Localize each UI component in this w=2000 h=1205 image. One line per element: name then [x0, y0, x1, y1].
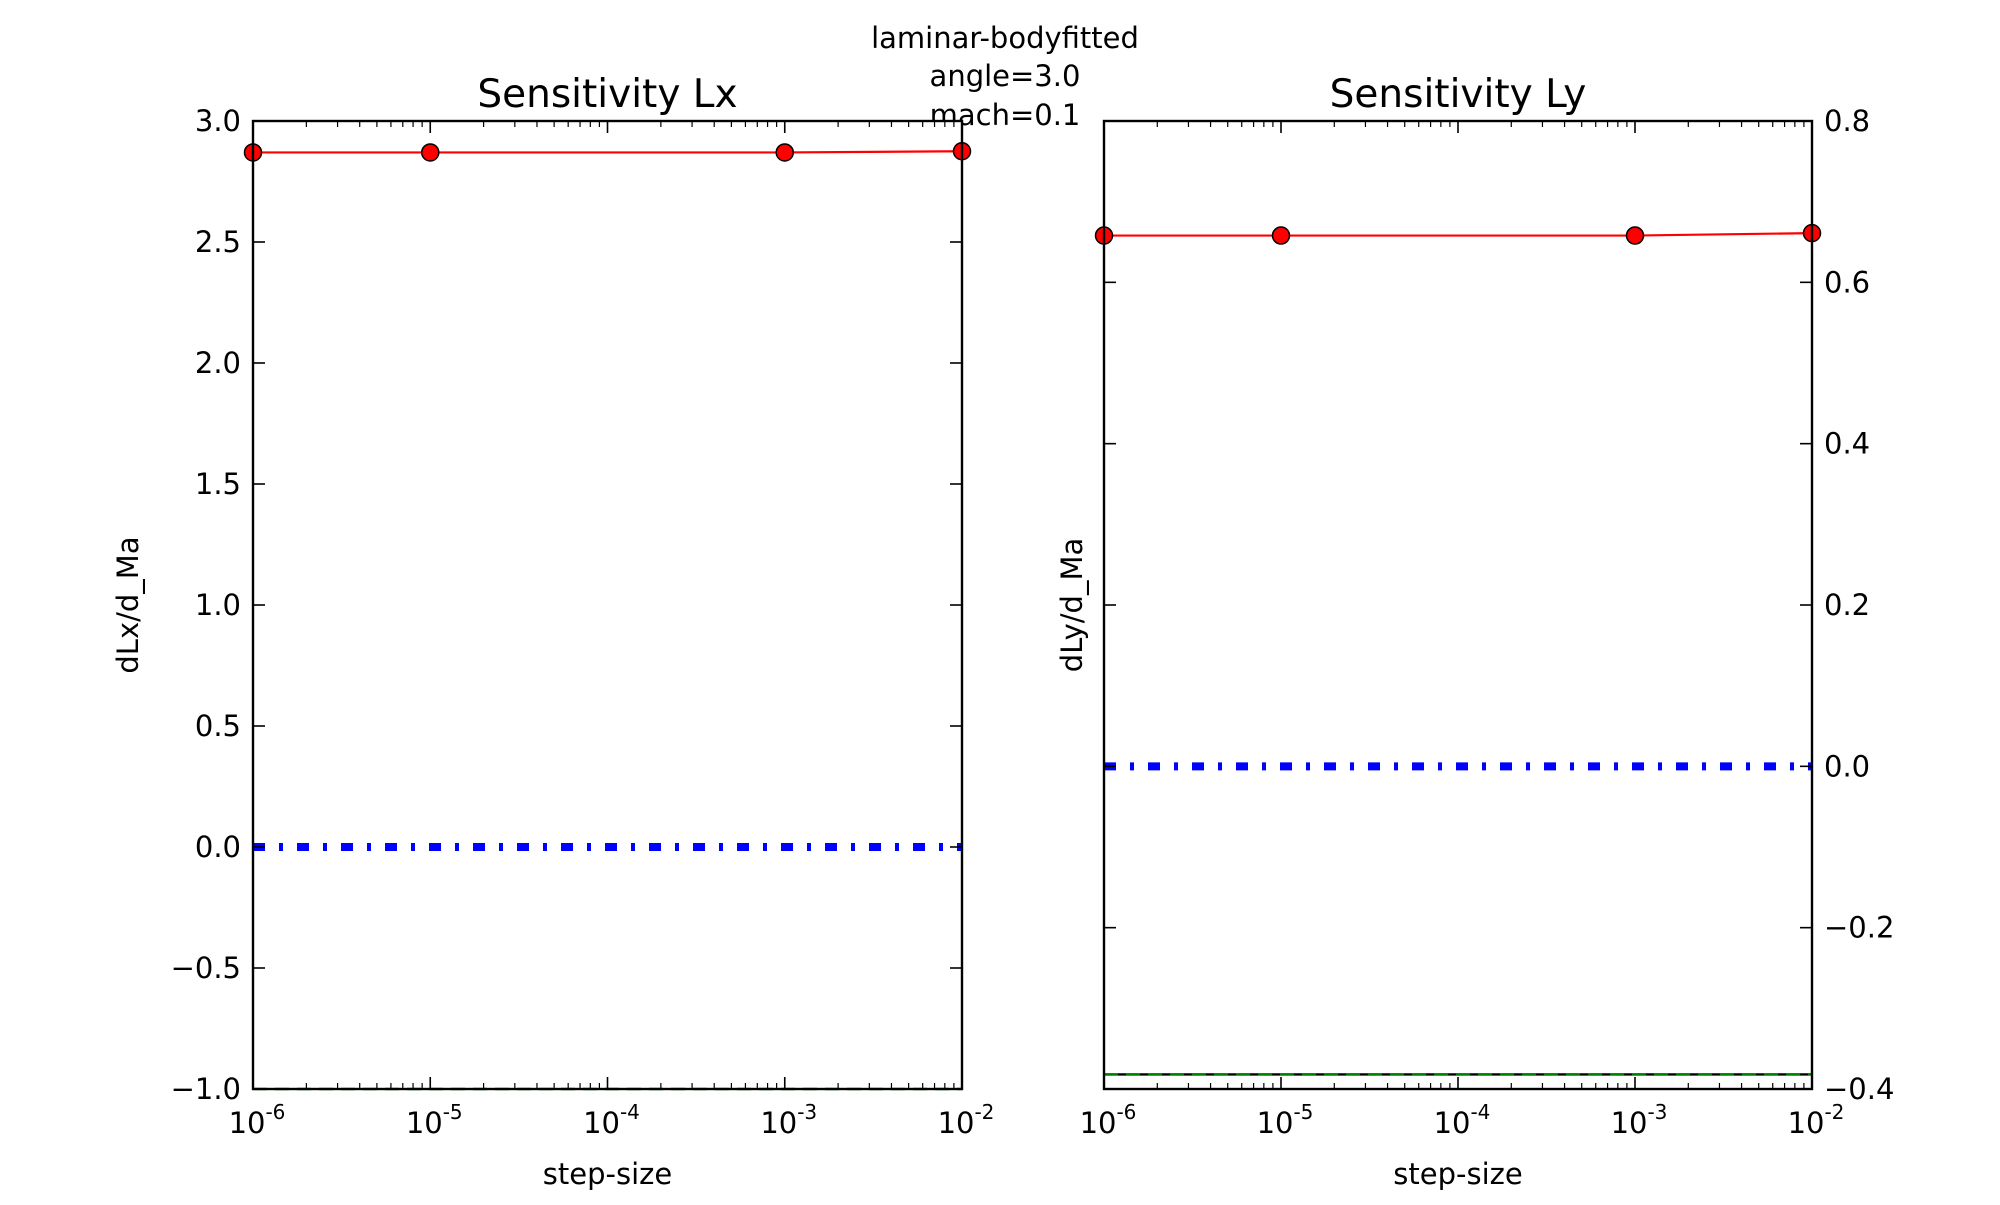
subplot-1-y-tick-label-v5: 1.0 [195, 588, 241, 622]
subplot-1-y-tick-label-v6: 1.5 [195, 467, 241, 501]
suptitle-line-2: angle=3.0 [930, 59, 1081, 93]
subplot-1-x-tick-label-5: 10-2 [938, 1100, 995, 1140]
subplot-sensitivity-lx: 10-6 10-5 10-4 10-3 10-2 −1.0 −0.5 0.0 0.5 1.0 1.5… [111, 72, 994, 1191]
subplot-2-y-tick-label-zero: 0.0 [1824, 749, 1870, 783]
subplot-2-y-tick-label-v1: −0.4 [1824, 1072, 1894, 1106]
subplot-2-x-ticks [1103, 121, 1813, 1089]
subplot-1-x-tick-label-4: 10-3 [760, 1100, 817, 1140]
subplot-1-title: Sensitivity Lx [477, 72, 737, 117]
subplot-2-x-tick-label-2: 10-5 [1257, 1100, 1314, 1140]
subplot-1-y-ticks: −1.0 −0.5 0.0 0.5 1.0 1.5 2.0 2.5 3.0 [171, 104, 962, 1106]
subplot-1-x-tick-labels: 10-6 10-5 10-4 10-3 10-2 [229, 1100, 995, 1140]
subplot-1-y-tick-label-v9: 3.0 [195, 104, 241, 138]
subplot-1-series-1-line [253, 150, 963, 154]
subplot-2-x-tick-label-3: 10-4 [1434, 1100, 1491, 1140]
subplot-1-y-axis-label: dLx/d_Ma [111, 536, 145, 673]
subplot-1-y-tick-label-v8: 2.5 [195, 225, 241, 259]
subplot-1-x-tick-label-2: 10-5 [406, 1100, 463, 1140]
subplot-1-y-tick-label-zero: 0.0 [195, 830, 241, 864]
subplot-sensitivity-ly: 10-6 10-5 10-4 10-3 10-2−0.4 −0.2 0.0 0.2 0.4 0.6… [1055, 72, 1894, 1191]
subplot-1-y-tick-label-v2: −0.5 [171, 951, 241, 985]
subplot-2-series-1-point-2 [1271, 226, 1291, 245]
subplot-1-series-1-point-2 [421, 143, 440, 162]
subplot-2-y-tick-label-v6: 0.6 [1824, 265, 1870, 299]
subplot-1-y-tick-label-v4: 0.5 [195, 709, 241, 743]
subplot-2-y-tick-label-v2: −0.2 [1824, 911, 1894, 945]
subplot-2-x-tick-label-5: 10-2 [1788, 1100, 1845, 1140]
subplot-2-y-tick-label-v4: 0.2 [1824, 588, 1870, 622]
subplot-2-series-1-line [1104, 232, 1813, 237]
subplot-2-series-1-point-3 [1625, 226, 1645, 245]
subplot-2-y-ticks: −0.4 −0.2 0.0 0.2 0.4 0.6 0.8 [1104, 104, 1894, 1106]
subplot-2-plot-area [1104, 121, 1812, 1089]
subplot-1-x-tick-label-3: 10-4 [583, 1100, 640, 1140]
subplot-2-title: Sensitivity Ly [1330, 72, 1587, 117]
subplot-1-x-axis-label: step-size [543, 1157, 672, 1191]
subplot-2-x-tick-label-1: 10-6 [1080, 1100, 1137, 1140]
subplot-1-x-tick-label-1: 10-6 [229, 1100, 286, 1140]
subplot-2-series-group [1094, 223, 1822, 1076]
subplot-1-y-tick-label-v7: 2.0 [195, 346, 241, 380]
subplot-2-x-tick-label-4: 10-3 [1611, 1100, 1668, 1140]
subplot-2-y-tick-label-v5: 0.4 [1824, 427, 1870, 461]
suptitle-line-1: laminar-bodyfitted [871, 21, 1139, 55]
subplot-1-series-1-point-3 [775, 143, 794, 162]
subplot-1-x-ticks [252, 121, 963, 1089]
subplot-1-y-tick-label-v1: −1.0 [171, 1072, 241, 1106]
subplot-2-y-tick-label-v7: 0.8 [1824, 104, 1870, 138]
subplot-2-y-axis-label: dLy/d_Ma [1055, 538, 1089, 673]
subplot-2-x-tick-labels: 10-6 10-5 10-4 10-3 10-2 [1080, 1100, 1845, 1140]
subplot-2-x-axis-label: step-size [1393, 1157, 1522, 1191]
subplot-1-plot-area [253, 121, 962, 1089]
